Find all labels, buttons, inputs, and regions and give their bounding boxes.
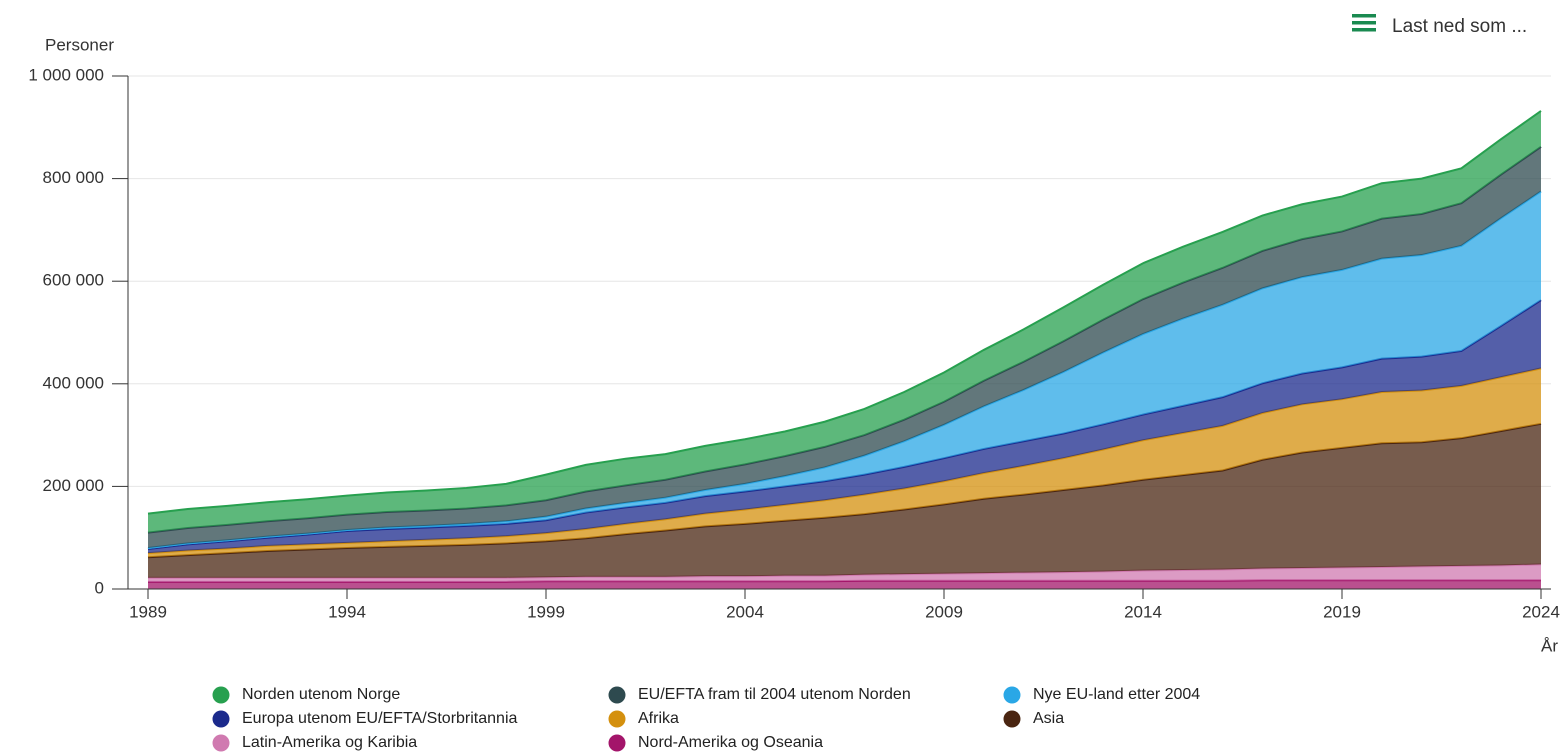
legend-label: Asia [1033, 710, 1064, 727]
legend-label: Nord-Amerika og Oseania [638, 734, 823, 751]
x-axis-label: År [1541, 636, 1558, 655]
area [148, 564, 1541, 582]
x-tick-label: 2019 [1323, 602, 1361, 621]
area-line [147, 110, 1542, 515]
x-tick-label: 1989 [129, 602, 167, 621]
menu-icon [1352, 21, 1376, 25]
legend-marker [212, 710, 230, 728]
y-tick-label: 200 000 [43, 476, 104, 495]
legend-marker [608, 686, 626, 704]
x-tick-label: 2024 [1522, 602, 1560, 621]
legend-label: Europa utenom EU/EFTA/Storbritannia [242, 710, 517, 727]
legend-marker [1003, 710, 1021, 728]
y-axis-label: Personer [45, 35, 114, 54]
legend-label: Nye EU-land etter 2004 [1033, 686, 1200, 703]
legend-marker [1003, 686, 1021, 704]
legend-marker [212, 686, 230, 704]
download-button[interactable]: Last ned som ... [1352, 14, 1527, 37]
y-tick-label: 600 000 [43, 271, 104, 290]
menu-icon [1352, 28, 1376, 32]
y-tick-label: 800 000 [43, 168, 104, 187]
legend-label: Afrika [638, 710, 679, 727]
x-tick-label: 2004 [726, 602, 764, 621]
button-label[interactable]: Last ned som ... [1392, 16, 1527, 37]
menu-icon [1352, 14, 1376, 18]
legend-marker [608, 710, 626, 728]
x-tick-label: 2009 [925, 602, 963, 621]
legend-label: EU/EFTA fram til 2004 utenom Norden [638, 686, 911, 703]
x-tick-label: 1994 [328, 602, 366, 621]
legend-label: Latin-Amerika og Karibia [242, 734, 417, 751]
legend-marker [212, 734, 230, 752]
legend-label: Norden utenom Norge [242, 686, 400, 703]
x-tick-label: 2014 [1124, 602, 1162, 621]
y-tick-label: 400 000 [43, 373, 104, 392]
y-tick-label: 1 000 000 [28, 65, 104, 84]
y-tick-label: 0 [95, 578, 104, 597]
area [148, 423, 1541, 578]
x-tick-label: 1999 [527, 602, 565, 621]
area [148, 191, 1541, 549]
legend-marker [608, 734, 626, 752]
